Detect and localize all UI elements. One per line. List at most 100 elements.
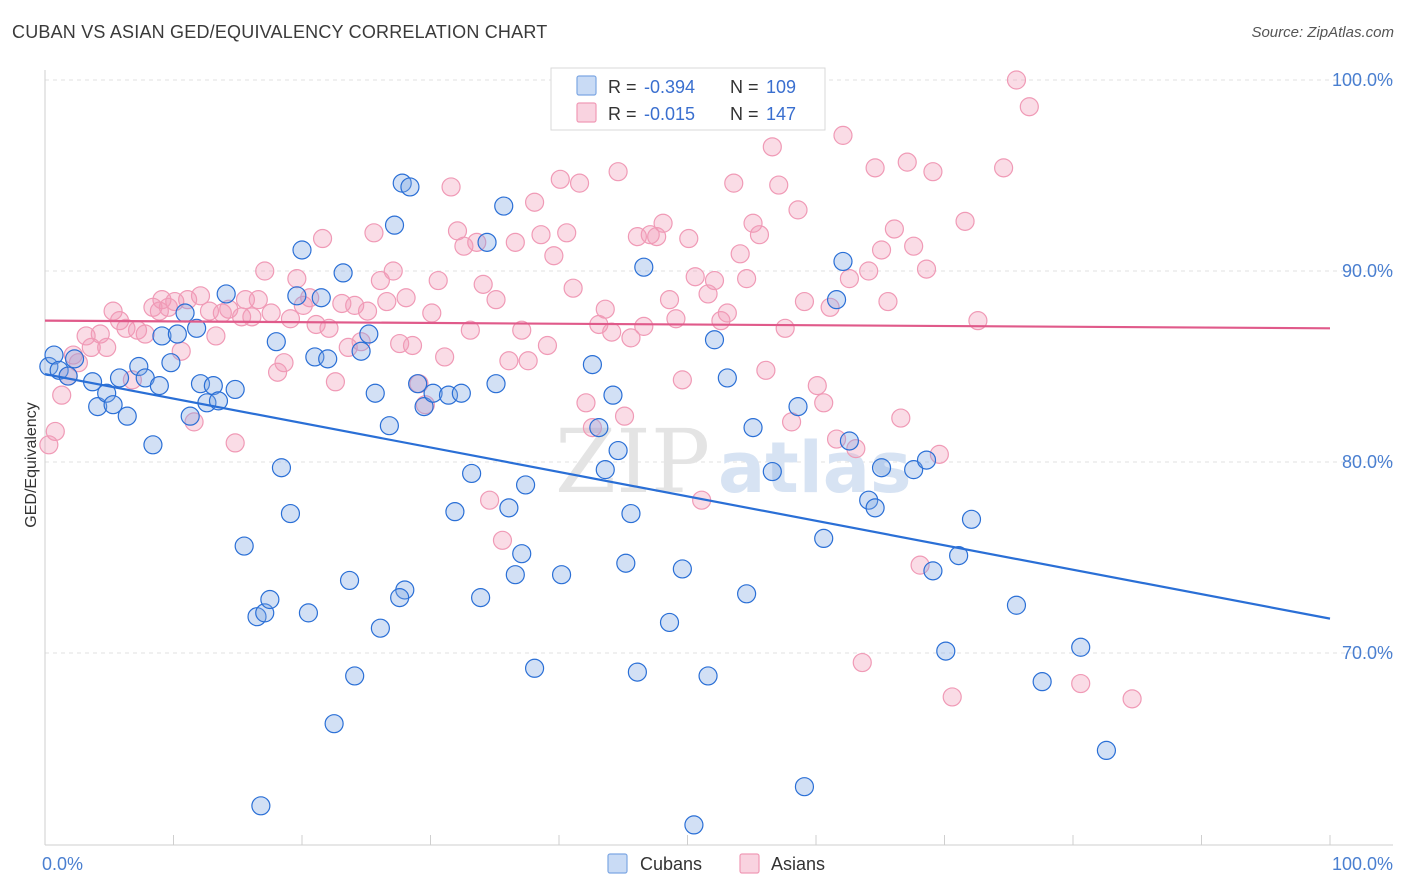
x-tick-label-max: 100.0% — [1332, 854, 1393, 874]
cubans-point-13 — [143, 435, 163, 455]
cubans-point-20 — [187, 318, 207, 338]
cubans-point-64 — [494, 196, 514, 216]
asians-point-35 — [261, 303, 281, 323]
asians-point-131 — [884, 219, 904, 239]
cubans-point-56 — [423, 383, 443, 403]
asians-point-68 — [473, 274, 493, 294]
cubans-point-53 — [400, 177, 420, 197]
cubans-point-23 — [203, 376, 223, 396]
asians-point-71 — [492, 530, 513, 550]
asians-point-91 — [621, 328, 641, 348]
cubans-point-101 — [1006, 595, 1027, 615]
asians-point-66 — [460, 320, 480, 340]
cubans-point-45 — [351, 341, 371, 361]
watermark-zip: ZIP — [555, 410, 710, 513]
asians-point-145 — [1071, 673, 1091, 694]
asians-point-88 — [602, 322, 622, 342]
cubans-point-11 — [129, 356, 149, 377]
asians-point-121 — [820, 297, 840, 317]
asians-point-126 — [852, 652, 872, 673]
cubans-point-104 — [1096, 740, 1117, 761]
cubans-point-8 — [103, 395, 123, 415]
cubans-point-31 — [260, 589, 280, 610]
cubans-point-50 — [384, 215, 405, 235]
asians-point-143 — [1006, 70, 1027, 90]
asians-point-61 — [428, 270, 448, 291]
asians-point-37 — [274, 353, 294, 373]
asians-point-119 — [807, 376, 827, 396]
asians-point-90 — [614, 406, 635, 426]
asians-point-32 — [242, 307, 262, 327]
cubans-point-84 — [737, 584, 757, 604]
trend-line-cubans — [44, 373, 1331, 620]
asians-point-52 — [370, 270, 390, 291]
asians-point-117 — [788, 200, 808, 220]
cubans-point-6 — [88, 397, 108, 417]
asians-point-74 — [512, 320, 532, 340]
cubans-point-35 — [287, 286, 307, 306]
cubans-point-70 — [589, 418, 609, 438]
asians-point-7 — [81, 337, 101, 357]
asians-point-136 — [916, 259, 937, 279]
legend-swatch-cubans — [576, 75, 597, 96]
y-tick-label-2: 90.0% — [1342, 261, 1393, 281]
cubans-point-102 — [1032, 672, 1052, 692]
cubans-point-78 — [659, 612, 680, 633]
asians-point-44 — [319, 318, 339, 338]
asians-point-69 — [480, 490, 500, 510]
bottom-legend-label-asians: Asians — [771, 854, 825, 874]
asians-point-29 — [225, 433, 245, 453]
asians-point-144 — [1019, 97, 1039, 117]
legend-r-label-cubans: R = — [608, 77, 637, 97]
cubans-point-17 — [167, 324, 187, 344]
cubans-point-94 — [871, 458, 892, 478]
legend-n-value-cubans: 109 — [766, 77, 796, 97]
bottom-legend-label-cubans: Cubans — [640, 854, 702, 874]
cubans-point-74 — [616, 553, 636, 573]
cubans-point-18 — [175, 303, 195, 323]
asians-point-124 — [839, 269, 860, 289]
cubans-point-34 — [280, 503, 301, 524]
cubans-point-40 — [318, 349, 338, 369]
asians-point-146 — [1122, 689, 1142, 709]
bottom-legend-swatch-cubans — [607, 853, 628, 874]
asians-point-132 — [891, 408, 911, 428]
cubans-point-98 — [936, 641, 956, 661]
cubans-point-66 — [512, 544, 532, 564]
cubans-point-44 — [345, 666, 365, 686]
cubans-point-49 — [379, 416, 399, 436]
asians-point-130 — [878, 291, 898, 312]
cubans-point-75 — [621, 503, 641, 524]
cubans-point-3 — [58, 366, 78, 386]
asians-point-70 — [486, 290, 506, 310]
asians-point-77 — [531, 225, 551, 245]
asians-point-110 — [743, 213, 763, 233]
series-legend: Cubans Asians — [607, 853, 825, 874]
asians-point-140 — [955, 211, 975, 231]
y-tick-labels: 70.0% 80.0% 90.0% 100.0% — [1332, 70, 1393, 663]
asians-point-26 — [206, 326, 226, 346]
cubans-point-55 — [414, 397, 434, 417]
asians-point-123 — [833, 125, 853, 145]
cubans-point-27 — [234, 536, 254, 556]
cubans-point-96 — [916, 450, 937, 470]
asians-point-100 — [679, 228, 699, 249]
cubans-point-100 — [961, 509, 982, 529]
cubans-point-14 — [149, 376, 169, 396]
cubans-point-69 — [582, 354, 603, 375]
source-label: Source: ZipAtlas.com — [1251, 24, 1394, 41]
asians-point-98 — [666, 309, 686, 329]
asians-point-93 — [634, 316, 654, 336]
cubans-point-29 — [251, 796, 271, 816]
cubans-point-58 — [445, 502, 465, 522]
asians-point-62 — [435, 347, 455, 367]
asians-point-60 — [422, 303, 442, 323]
asians-point-76 — [524, 192, 545, 212]
asians-point-43 — [312, 228, 333, 249]
asians-point-87 — [595, 299, 615, 319]
asians-point-24 — [190, 286, 211, 306]
cubans-point-43 — [339, 570, 360, 591]
legend-swatch-asians — [576, 102, 597, 123]
cubans-point-88 — [814, 528, 834, 549]
